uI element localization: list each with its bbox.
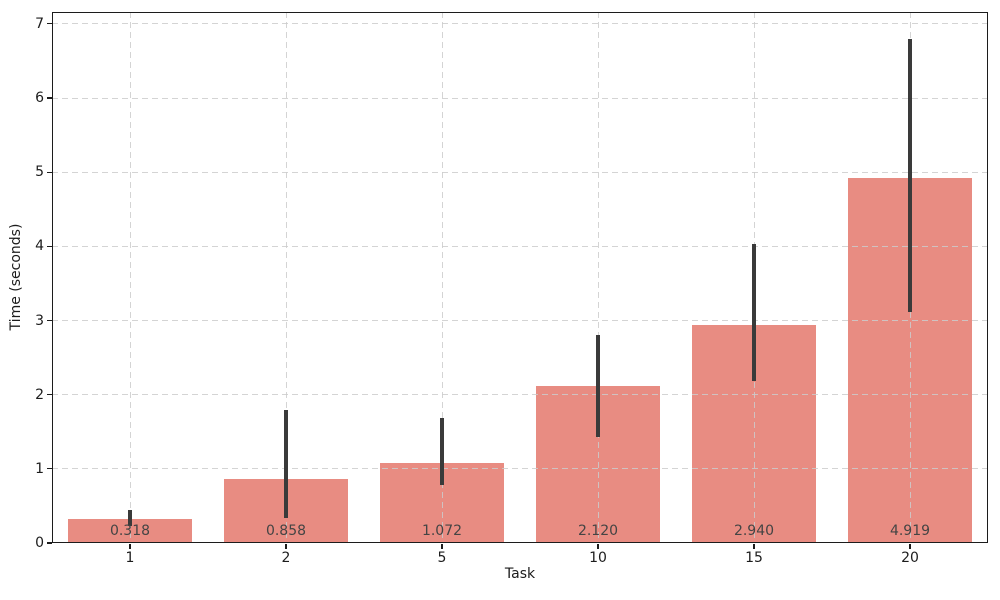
y-gridline [52,97,988,99]
y-tick-label: 3 [35,312,44,329]
x-tick-label: 2 [281,550,291,566]
y-tick-mark [47,245,52,247]
error-bar [751,244,757,382]
y-gridline [52,394,988,396]
y-axis-label: Time (seconds) [8,223,24,331]
x-tick-mark [129,544,131,549]
y-tick-label: 5 [35,164,44,181]
y-gridline [52,320,988,321]
bar-value-label: 1.072 [421,523,463,539]
x-tick-mark [753,544,755,549]
error-bar [907,38,913,313]
error-bar [283,410,289,518]
y-tick-mark [47,468,52,470]
x-tick-label: 10 [589,550,607,566]
y-tick-label: 6 [35,90,44,107]
y-gridline [52,468,988,470]
x-tick-label: 1 [125,550,135,566]
bar-value-label: 0.318 [109,523,151,539]
bar-value-label: 4.919 [889,523,931,539]
y-tick-label: 2 [35,386,44,403]
bar-value-label: 2.120 [577,523,619,539]
bar-value-label: 2.940 [733,523,775,539]
error-bar [595,334,601,437]
x-tick-mark [597,544,599,549]
x-axis-label: Task [504,566,536,582]
x-tick-label: 5 [437,550,447,566]
x-tick-mark [285,544,287,549]
y-gridline [52,171,988,173]
y-tick-mark [47,171,52,173]
x-gridline [285,12,287,543]
y-tick-label: 7 [35,15,44,32]
y-tick-mark [47,319,52,322]
y-tick-mark [47,23,52,25]
x-gridline [597,12,599,543]
y-tick-label: 4 [35,238,44,255]
error-bar [127,509,133,526]
y-tick-mark [47,542,52,544]
y-tick-mark [47,394,52,396]
x-gridline [129,12,131,543]
x-tick-label: 15 [745,550,763,566]
y-tick-label: 1 [35,460,44,477]
x-tick-mark [909,544,911,549]
x-tick-label: 20 [901,550,919,566]
y-tick-mark [47,97,52,99]
y-gridline [52,245,988,247]
bar-value-label: 0.858 [265,523,307,539]
x-gridline [441,12,443,543]
y-tick-label: 0 [35,535,44,551]
y-gridline [52,23,988,25]
error-bar [439,418,445,486]
x-tick-mark [441,544,443,549]
